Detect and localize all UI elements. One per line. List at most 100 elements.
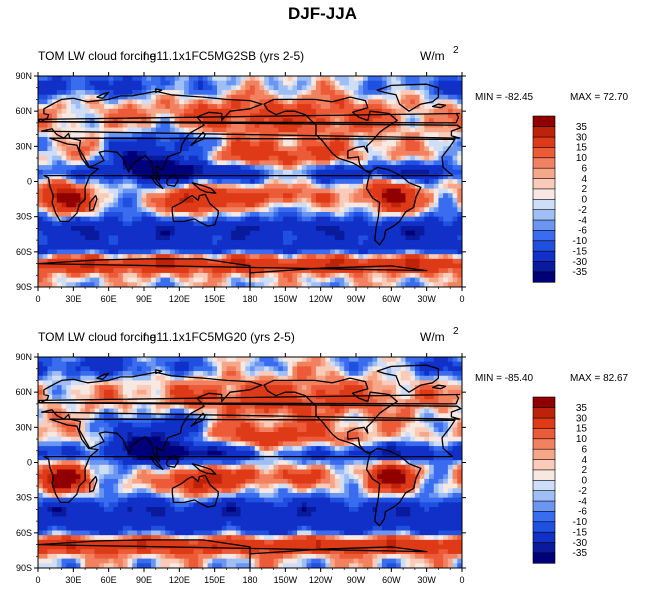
heatmap-cell: [207, 371, 213, 377]
heatmap-cell: [292, 263, 298, 269]
heatmap-cell: [127, 244, 133, 251]
heatmap-cell: [433, 226, 440, 232]
heatmap-cell: [433, 263, 440, 269]
heatmap-cell: [419, 104, 425, 110]
heatmap-cell: [254, 254, 261, 260]
heatmap-cell: [66, 188, 72, 194]
heatmap-cell: [85, 211, 91, 218]
heatmap-cell: [66, 263, 72, 269]
heatmap-cell: [179, 174, 185, 180]
heatmap-cell: [410, 108, 416, 115]
heatmap-cell: [367, 371, 374, 377]
heatmap-cell: [325, 155, 331, 161]
heatmap-cell: [56, 282, 63, 287]
heatmap-cell: [165, 197, 171, 204]
heatmap-cell: [297, 263, 303, 269]
heatmap-cell: [268, 230, 275, 237]
heatmap-cell: [132, 90, 138, 96]
heatmap-cell: [292, 99, 298, 105]
heatmap-cell: [52, 193, 58, 199]
heatmap-cell: [42, 272, 49, 279]
heatmap-cell: [386, 141, 392, 147]
heatmap-cell: [226, 188, 232, 194]
heatmap-cell: [391, 80, 397, 86]
heatmap-cell: [292, 385, 298, 391]
heatmap-cell: [235, 221, 242, 227]
heatmap-cell: [438, 188, 444, 194]
heatmap-cell: [179, 230, 185, 237]
heatmap-cell: [268, 146, 275, 152]
heatmap-cell: [414, 118, 421, 124]
heatmap-cell: [348, 174, 355, 180]
heatmap-cell: [410, 141, 416, 147]
heatmap-cell: [400, 141, 407, 147]
heatmap-cell: [452, 108, 458, 115]
heatmap-cell: [250, 141, 256, 147]
heatmap-cell: [254, 216, 261, 222]
heatmap-cell: [254, 207, 261, 213]
heatmap-cell: [184, 165, 190, 171]
heatmap-cell: [108, 371, 114, 377]
heatmap-cell: [118, 357, 124, 363]
heatmap-cell: [141, 85, 147, 91]
heatmap-cell: [264, 90, 270, 96]
heatmap-cell: [221, 141, 228, 147]
heatmap-cell: [452, 132, 458, 138]
heatmap-cell: [122, 197, 129, 204]
heatmap-cell: [452, 389, 458, 396]
heatmap-cell: [240, 230, 246, 237]
heatmap-cell: [282, 76, 289, 82]
heatmap-cell: [330, 169, 336, 176]
heatmap-cell: [75, 108, 81, 115]
heatmap-cell: [400, 389, 407, 396]
heatmap-cell: [363, 249, 369, 255]
heatmap-cell: [231, 258, 237, 265]
heatmap-cell: [301, 136, 308, 143]
heatmap-cell: [245, 254, 251, 260]
heatmap-cell: [47, 216, 53, 222]
heatmap-cell: [301, 127, 308, 133]
heatmap-cell: [306, 76, 312, 82]
heatmap-cell: [452, 99, 458, 105]
heatmap-cell: [438, 211, 444, 218]
heatmap-cell: [348, 132, 355, 138]
heatmap-cell: [377, 389, 383, 396]
heatmap-cell: [127, 207, 133, 213]
heatmap-cell: [202, 136, 209, 143]
heatmap-cell: [282, 249, 289, 255]
heatmap-cell: [353, 361, 359, 367]
heatmap-cell: [217, 394, 223, 400]
heatmap-cell: [80, 282, 86, 287]
heatmap-cell: [165, 132, 171, 138]
heatmap-cell: [250, 221, 256, 227]
heatmap-cell: [400, 380, 407, 386]
heatmap-cell: [264, 146, 270, 152]
heatmap-cell: [315, 169, 322, 176]
heatmap-cell: [103, 193, 110, 199]
heatmap-cell: [75, 85, 81, 91]
heatmap-cell: [113, 216, 119, 222]
heatmap-cell: [273, 183, 279, 190]
heatmap-cell: [118, 202, 124, 208]
heatmap-cell: [198, 380, 204, 386]
heatmap-cell: [188, 122, 195, 129]
heatmap-cell: [151, 113, 157, 119]
heatmap-cell: [447, 118, 454, 124]
heatmap-cell: [438, 361, 444, 367]
heatmap-cell: [132, 80, 138, 86]
heatmap-cell: [132, 371, 138, 377]
colorbar-box: [532, 115, 556, 127]
heatmap-cell: [457, 99, 462, 105]
heatmap-cell: [292, 357, 298, 363]
heatmap-cell: [231, 254, 237, 260]
heatmap-cell: [169, 221, 176, 227]
heatmap-cell: [419, 193, 425, 199]
heatmap-cell: [282, 165, 289, 171]
heatmap-cell: [165, 235, 171, 241]
heatmap-cell: [367, 127, 374, 133]
heatmap-cell: [169, 254, 176, 260]
heatmap-cell: [452, 113, 458, 119]
heatmap-cell: [188, 113, 195, 119]
heatmap-cell: [287, 151, 293, 157]
heatmap-cell: [160, 76, 166, 82]
